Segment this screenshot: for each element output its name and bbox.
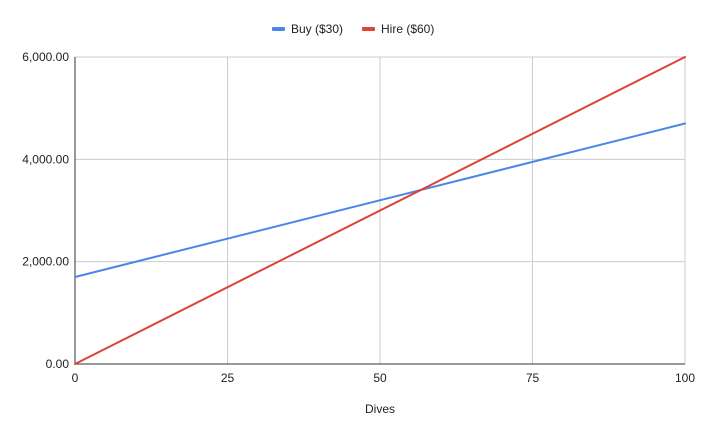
axes bbox=[74, 57, 685, 365]
x-tick-label: 75 bbox=[526, 371, 540, 385]
x-tick-label: 100 bbox=[675, 371, 695, 385]
series-line-0 bbox=[74, 122, 686, 279]
y-tick-label: 2,000.00 bbox=[22, 255, 69, 269]
legend-label-0: Buy ($30) bbox=[291, 22, 343, 36]
x-tick-label: 50 bbox=[373, 371, 387, 385]
y-tick-label: 4,000.00 bbox=[22, 152, 69, 166]
x-axis-title: Dives bbox=[365, 402, 395, 416]
x-tick-label: 25 bbox=[221, 371, 235, 385]
y-tick-label: 0.00 bbox=[46, 357, 70, 371]
grid-lines bbox=[75, 56, 686, 364]
legend-swatch-0 bbox=[272, 27, 285, 31]
y-tick-label: 6,000.00 bbox=[22, 50, 69, 64]
legend-swatch-1 bbox=[362, 27, 375, 31]
series-line-1 bbox=[74, 56, 686, 365]
x-tick-label: 0 bbox=[72, 371, 79, 385]
x-tick-labels: 0 25 50 75 100 bbox=[72, 371, 696, 385]
legend-label-1: Hire ($60) bbox=[381, 22, 434, 36]
series-lines bbox=[74, 56, 686, 365]
y-tick-labels: 0.00 2,000.00 4,000.00 6,000.00 bbox=[22, 50, 69, 371]
legend: Buy ($30) Hire ($60) bbox=[272, 22, 434, 36]
